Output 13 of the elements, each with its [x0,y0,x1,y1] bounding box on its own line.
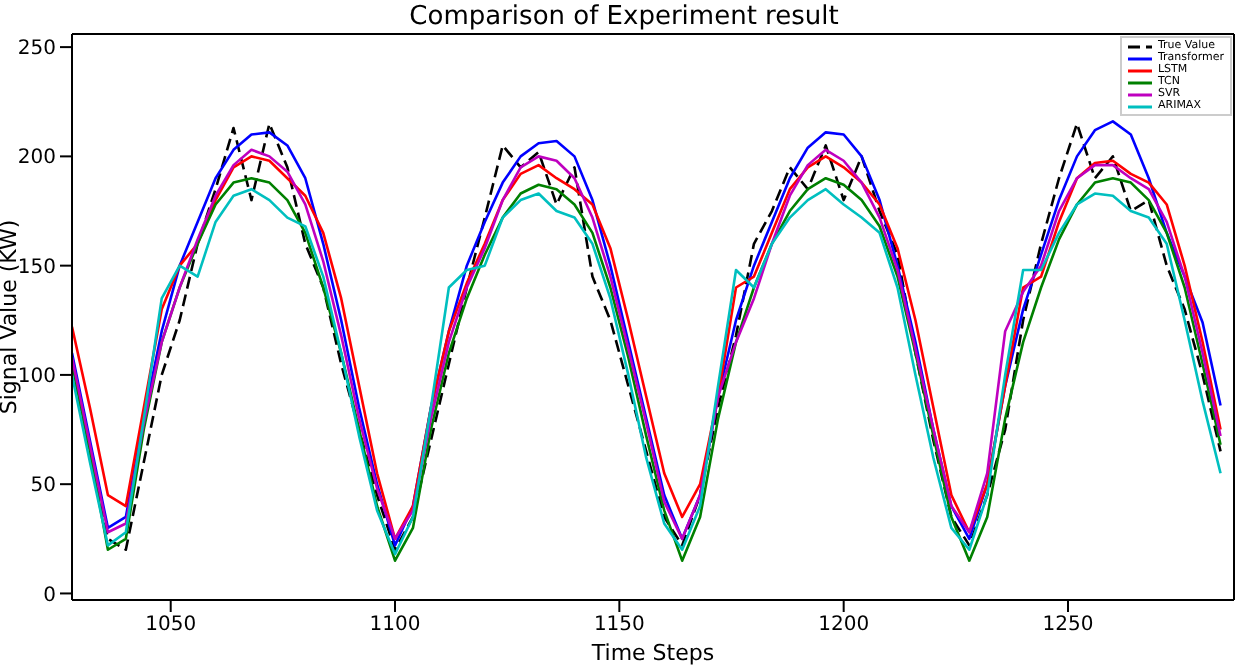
x-tick-label: 1050 [145,614,197,637]
x-tick-label: 1100 [369,614,421,637]
x-tick-label: 1150 [593,614,645,637]
x-tick-label: 1200 [818,614,870,637]
x-tick-label: 1250 [1042,614,1094,637]
y-tick-label: 150 [17,256,56,279]
x-axis-title: Time Steps [589,640,715,666]
y-tick-label: 50 [30,475,56,498]
y-axis-title: Signal Value (KW) [0,219,22,415]
y-tick-label: 200 [17,147,56,170]
y-tick-label: 250 [17,38,56,61]
chart-title: Comparison of Experiment result [407,2,841,32]
y-tick-label: 0 [43,584,56,607]
